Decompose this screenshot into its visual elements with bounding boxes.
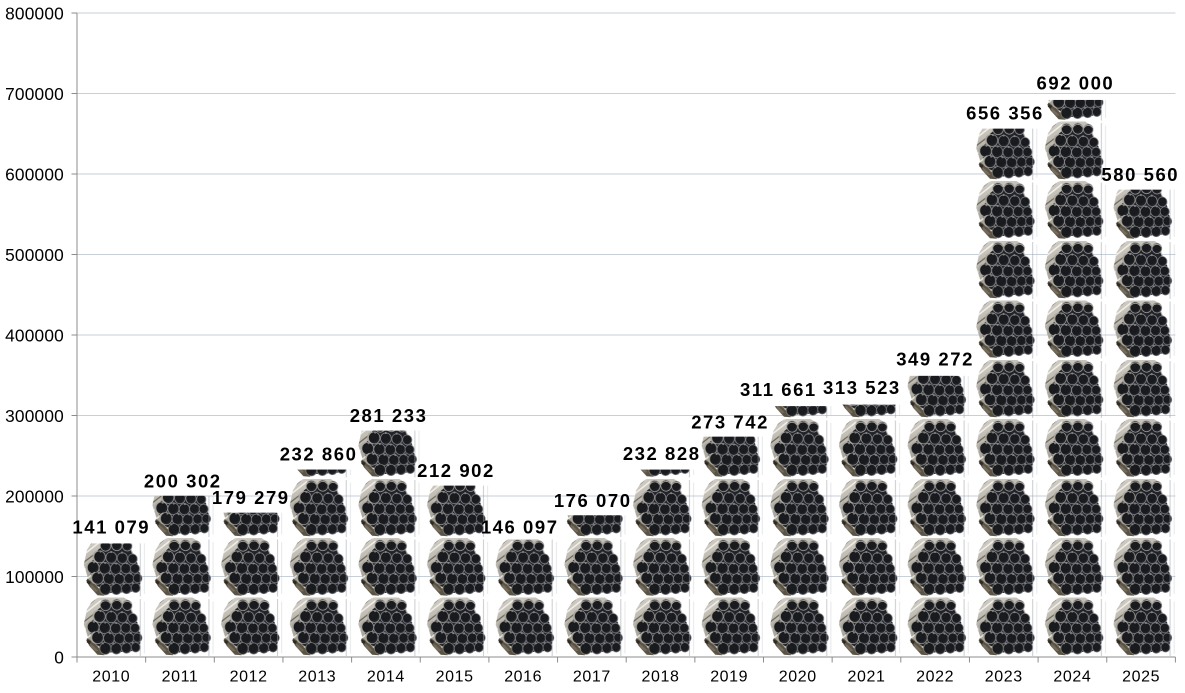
svg-text:2022: 2022	[916, 669, 954, 686]
svg-text:500000: 500000	[5, 245, 64, 265]
svg-text:2014: 2014	[367, 669, 405, 686]
svg-text:400000: 400000	[5, 325, 64, 345]
svg-text:800000: 800000	[5, 3, 64, 23]
svg-text:281 233: 281 233	[350, 405, 428, 426]
svg-text:273 742: 273 742	[691, 411, 769, 432]
svg-text:232 860: 232 860	[280, 444, 358, 465]
svg-text:2017: 2017	[573, 669, 611, 686]
svg-text:313 523: 313 523	[823, 377, 901, 398]
svg-text:692 000: 692 000	[1037, 73, 1115, 94]
svg-text:2019: 2019	[710, 669, 748, 686]
svg-text:2016: 2016	[504, 669, 542, 686]
svg-text:179 279: 179 279	[212, 487, 290, 508]
svg-text:2024: 2024	[1053, 669, 1091, 686]
svg-text:0: 0	[54, 647, 64, 667]
svg-text:2010: 2010	[92, 669, 130, 686]
svg-text:2011: 2011	[162, 669, 199, 686]
svg-text:580 560: 580 560	[1101, 164, 1179, 185]
svg-text:232 828: 232 828	[623, 443, 701, 464]
svg-text:2012: 2012	[230, 669, 268, 686]
svg-text:300000: 300000	[5, 406, 64, 426]
svg-text:2025: 2025	[1122, 669, 1160, 686]
svg-text:656 356: 656 356	[966, 103, 1044, 124]
svg-text:2020: 2020	[779, 669, 817, 686]
svg-text:212 902: 212 902	[417, 460, 495, 481]
svg-text:176 070: 176 070	[554, 490, 632, 511]
svg-text:2015: 2015	[436, 669, 474, 686]
svg-text:100000: 100000	[5, 567, 64, 587]
svg-text:600000: 600000	[5, 164, 64, 184]
svg-text:2013: 2013	[298, 669, 336, 686]
svg-text:141 079: 141 079	[72, 517, 150, 538]
svg-text:700000: 700000	[5, 84, 64, 104]
svg-text:200000: 200000	[5, 486, 64, 506]
svg-text:200 302: 200 302	[144, 470, 222, 491]
svg-text:2018: 2018	[642, 669, 680, 686]
svg-text:349 272: 349 272	[896, 348, 974, 369]
svg-text:2023: 2023	[985, 669, 1023, 686]
svg-text:2021: 2021	[848, 669, 886, 686]
svg-text:311 661: 311 661	[740, 379, 817, 400]
svg-text:146 097: 146 097	[481, 516, 559, 537]
